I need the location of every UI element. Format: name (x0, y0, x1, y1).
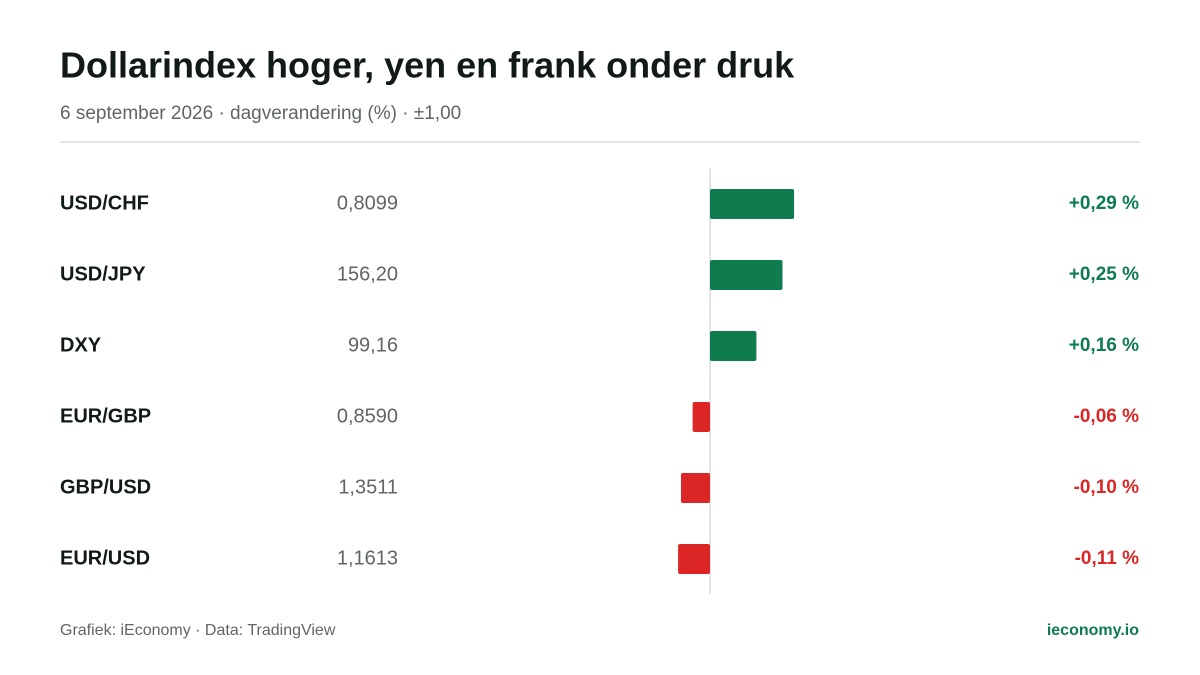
category-label: USD/JPY (60, 263, 146, 285)
bar (710, 331, 757, 361)
chart-title: Dollarindex hoger, yen en frank onder dr… (60, 45, 795, 86)
rows: USD/CHF 0,8099 +0,29 % USD/JPY 156,20 +0,25 %… (60, 168, 1139, 594)
rate-label: 99,16 (348, 334, 398, 356)
rate-label: 156,20 (337, 263, 398, 285)
bar (710, 189, 795, 219)
bar (681, 473, 710, 503)
bar (692, 402, 710, 432)
category-label: USD/CHF (60, 192, 149, 214)
value-label: -0,11 % (1075, 548, 1140, 569)
value-label: +0,29 % (1069, 193, 1139, 214)
category-label: GBP/USD (60, 476, 151, 498)
value-label: -0,06 % (1074, 406, 1140, 427)
value-label: +0,16 % (1069, 335, 1139, 356)
category-label: EUR/GBP (60, 405, 151, 427)
bar (710, 260, 783, 290)
source: Grafiek: iEconomy · Data: TradingView (60, 622, 336, 639)
bar (678, 544, 710, 574)
rate-label: 0,8099 (337, 192, 398, 214)
value-label: -0,10 % (1074, 477, 1140, 498)
site-link[interactable]: ieconomy.io (1047, 622, 1139, 639)
rate-label: 0,8590 (337, 405, 398, 427)
category-label: EUR/USD (60, 547, 150, 569)
value-label: +0,25 % (1069, 264, 1139, 285)
rate-label: 1,1613 (337, 547, 398, 569)
chart-subtitle: 6 september 2026 · dagverandering (%) · … (60, 103, 461, 124)
category-label: DXY (60, 334, 102, 356)
rate-label: 1,3511 (338, 476, 398, 498)
